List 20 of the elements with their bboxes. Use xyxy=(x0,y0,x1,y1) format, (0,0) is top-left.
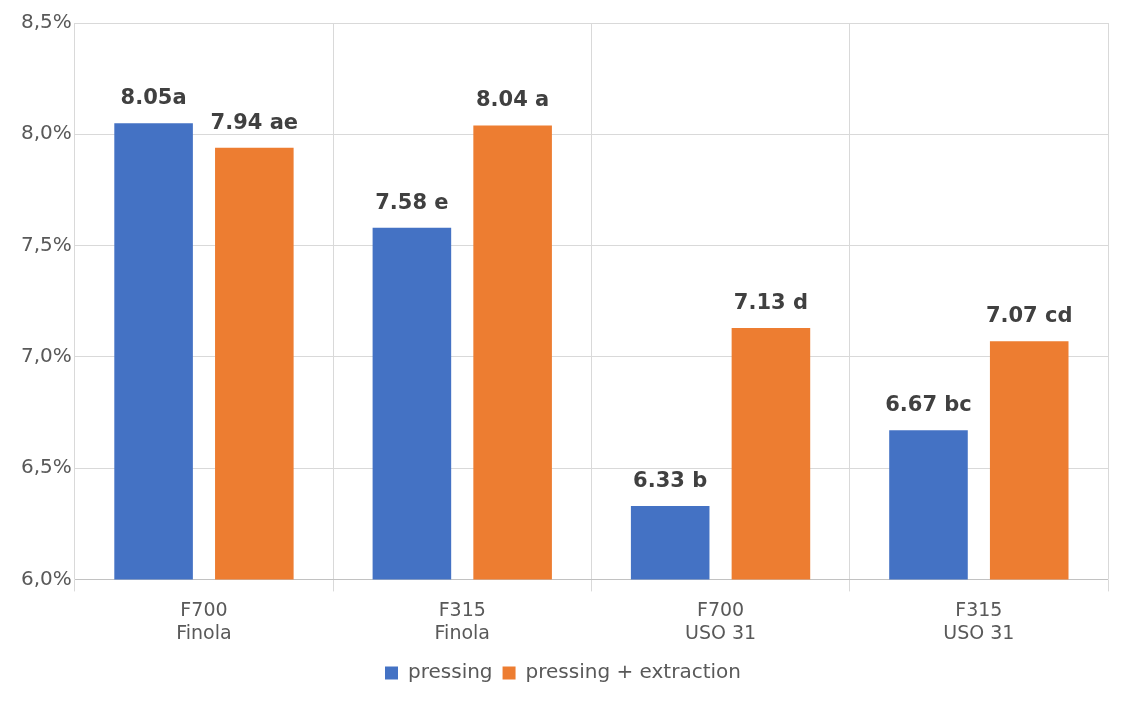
data-label: 8.04 a xyxy=(475,87,550,112)
y-tick-label: 7,0% xyxy=(21,343,72,368)
x-tick-label: F700 USO 31 xyxy=(684,597,757,643)
legend-label: pressing + extraction xyxy=(525,659,742,684)
data-label: 8.05a xyxy=(120,85,187,110)
x-tick-label: F700 Finola xyxy=(176,597,232,643)
x-tick-label: F315 Finola xyxy=(434,597,490,643)
y-tick-label: 6,5% xyxy=(21,454,72,479)
legend-label: pressing xyxy=(408,659,493,684)
data-label: 6.67 bc xyxy=(885,392,972,417)
data-label: 6.33 b xyxy=(633,467,708,492)
data-label: 7.94 ae xyxy=(210,109,299,134)
data-label: 7.13 d xyxy=(733,289,808,314)
y-tick-label: 8,5% xyxy=(21,9,72,34)
y-tick-label: 8,0% xyxy=(21,120,72,145)
data-label: 7.07 cd xyxy=(985,303,1073,328)
x-tick-label: F315 USO 31 xyxy=(943,597,1015,643)
data-label: 7.58 e xyxy=(375,189,449,214)
y-tick-label: 6,0% xyxy=(21,565,72,590)
y-tick-label: 7,5% xyxy=(21,231,72,256)
